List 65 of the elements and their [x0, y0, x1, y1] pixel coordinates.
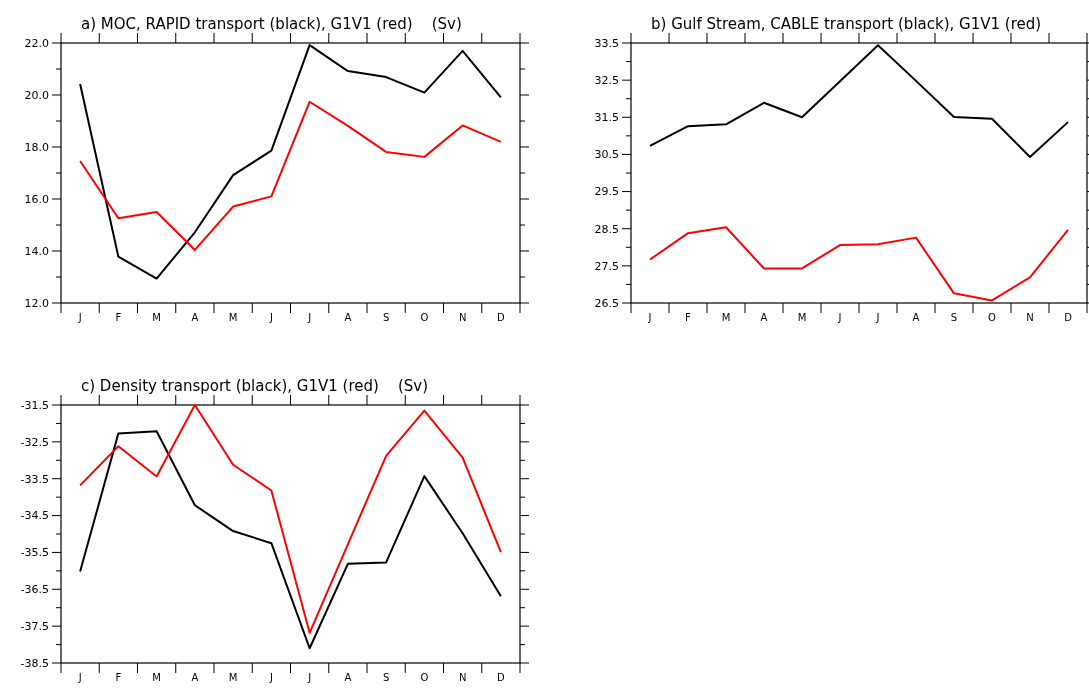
y-tick-label: 14.0 [24, 244, 49, 258]
y-tick-label: 22.0 [24, 36, 49, 50]
y-tick-label: -34.5 [20, 509, 49, 523]
x-tick-label: J [77, 672, 82, 683]
y-tick-label: 18.0 [24, 140, 49, 154]
y-tick-label: 12.0 [24, 296, 49, 310]
x-tick-label: A [191, 672, 199, 683]
x-tick-label: M [797, 312, 807, 323]
x-tick-label: O [988, 312, 997, 323]
x-tick-label: J [268, 672, 273, 683]
y-tick-label: 29.5 [594, 185, 619, 199]
line-series [79, 100, 502, 251]
y-tick-label: 27.5 [594, 259, 619, 273]
y-tick-label: -36.5 [20, 583, 49, 597]
x-tick-label: J [647, 312, 652, 323]
chart-title: a) MOC, RAPID transport (black), G1V1 (red) (Sv) [81, 15, 462, 33]
x-tick-label: S [382, 312, 390, 323]
x-tick-label: M [721, 312, 731, 323]
y-tick-label: 16.0 [24, 192, 49, 206]
x-tick-label: N [458, 672, 467, 683]
x-tick-label: J [268, 312, 273, 323]
x-tick-label: D [497, 312, 506, 323]
y-tick-label: 31.5 [594, 111, 619, 125]
chart-title: c) Density transport (black), G1V1 (red) (Sv) [81, 377, 428, 395]
y-tick-label: 20.0 [24, 88, 49, 102]
x-tick-label: M [228, 312, 238, 323]
y-tick-label: 33.5 [594, 36, 619, 50]
x-tick-label: S [382, 672, 390, 683]
x-tick-label: F [115, 312, 122, 323]
x-tick-label: A [760, 312, 768, 323]
y-tick-label: -38.5 [20, 656, 49, 670]
x-tick-label: O [420, 672, 429, 683]
x-tick-label: M [228, 672, 238, 683]
y-tick-label: 32.5 [594, 73, 619, 87]
y-tick-label: -32.5 [20, 435, 49, 449]
x-tick-label: J [875, 312, 880, 323]
x-tick-label: N [458, 312, 467, 323]
y-tick-label: 28.5 [594, 222, 619, 236]
y-tick-label: -35.5 [20, 546, 49, 560]
x-tick-label: J [77, 312, 82, 323]
x-tick-label: O [420, 312, 429, 323]
x-tick-label: J [307, 312, 312, 323]
x-tick-label: S [950, 312, 958, 323]
x-tick-label: M [152, 312, 161, 323]
line-series [79, 404, 502, 634]
x-tick-label: A [191, 312, 199, 323]
x-tick-label: J [307, 672, 312, 683]
x-tick-label: A [344, 312, 352, 323]
line-series [79, 430, 502, 650]
line-series [649, 226, 1069, 302]
y-tick-label: -31.5 [20, 398, 49, 412]
x-tick-label: M [152, 672, 161, 683]
y-tick-label: 26.5 [594, 296, 619, 310]
x-tick-label: D [497, 672, 506, 683]
x-tick-label: N [1026, 312, 1034, 323]
x-tick-label: D [1064, 312, 1073, 323]
x-tick-label: A [912, 312, 920, 323]
x-tick-label: A [344, 672, 352, 683]
y-tick-label: -37.5 [20, 619, 49, 633]
x-tick-label: J [837, 312, 842, 323]
x-tick-label: F [115, 672, 122, 683]
y-tick-label: -33.5 [20, 472, 49, 486]
chart-title: b) Gulf Stream, CABLE transport (black), G1V1 (red) [651, 15, 1042, 33]
y-tick-label: 30.5 [594, 148, 619, 162]
x-tick-label: F [685, 312, 692, 323]
